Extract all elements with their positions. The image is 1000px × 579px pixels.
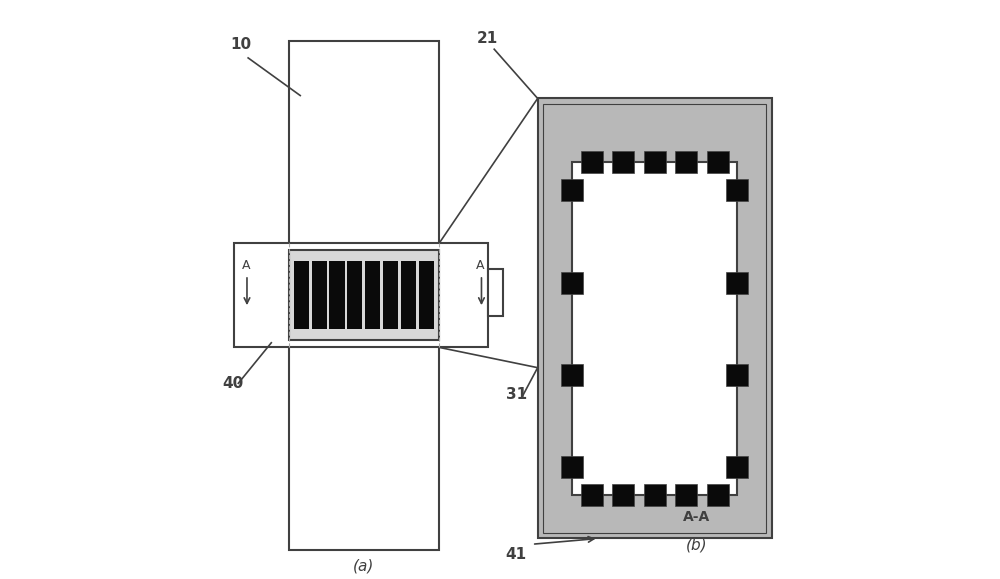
- Text: A: A: [242, 259, 250, 272]
- Bar: [488, 269, 503, 316]
- Bar: [289, 41, 439, 550]
- Bar: [543, 104, 766, 533]
- Bar: [365, 261, 380, 329]
- Bar: [561, 364, 583, 386]
- Text: 31: 31: [506, 387, 527, 402]
- Bar: [572, 162, 737, 495]
- Text: A-A: A-A: [683, 510, 710, 524]
- Bar: [726, 272, 748, 294]
- Bar: [581, 484, 603, 506]
- Bar: [612, 151, 634, 173]
- Bar: [726, 179, 748, 201]
- Bar: [561, 179, 583, 201]
- Bar: [312, 261, 327, 329]
- Bar: [612, 484, 634, 506]
- Text: 41: 41: [506, 547, 527, 562]
- Text: (a): (a): [353, 558, 375, 573]
- Bar: [726, 364, 748, 386]
- Bar: [294, 261, 309, 329]
- Bar: [419, 261, 434, 329]
- Text: A: A: [476, 259, 485, 272]
- Bar: [383, 261, 398, 329]
- Bar: [675, 484, 697, 506]
- Bar: [644, 484, 666, 506]
- Bar: [726, 456, 748, 478]
- Bar: [289, 250, 439, 340]
- Text: 10: 10: [231, 37, 252, 52]
- Text: (b): (b): [686, 538, 708, 553]
- Text: 21: 21: [477, 31, 498, 46]
- Bar: [644, 151, 666, 173]
- Bar: [561, 456, 583, 478]
- Bar: [538, 98, 772, 538]
- Bar: [581, 151, 603, 173]
- Bar: [329, 261, 345, 329]
- Bar: [234, 243, 488, 347]
- Bar: [707, 484, 729, 506]
- Bar: [707, 151, 729, 173]
- Bar: [675, 151, 697, 173]
- Text: 40: 40: [222, 376, 243, 391]
- Bar: [401, 261, 416, 329]
- Bar: [561, 272, 583, 294]
- Bar: [347, 261, 362, 329]
